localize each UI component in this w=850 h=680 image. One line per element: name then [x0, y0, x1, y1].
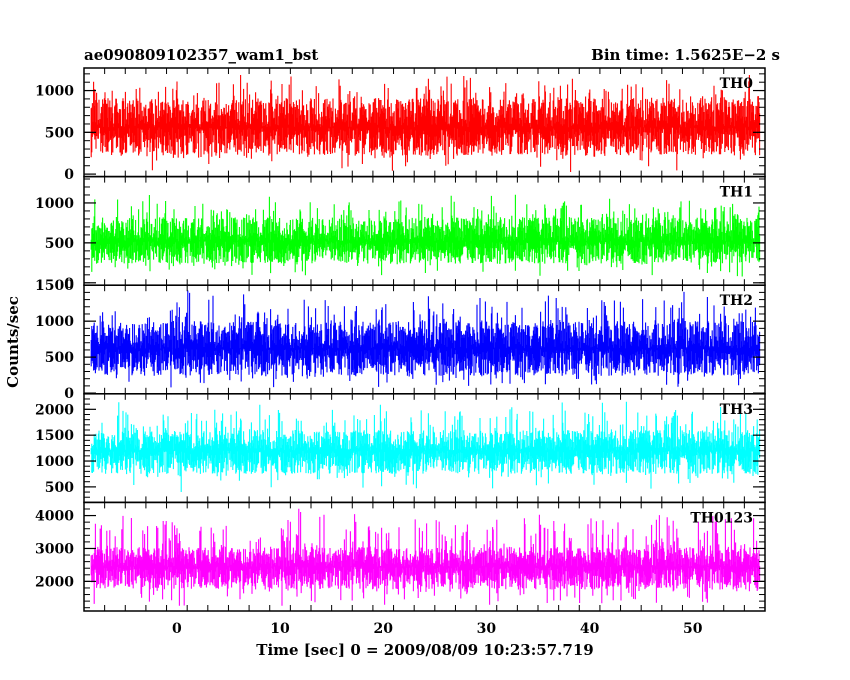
series-th0	[90, 75, 761, 172]
series-th3	[90, 401, 761, 492]
chart-title: ae090809102357_wam1_bst	[84, 46, 318, 64]
y-tick-label: 1000	[35, 314, 74, 330]
panels-group: TH005001000TH105001000TH2050010001500TH3…	[35, 67, 766, 637]
y-tick-label: 1000	[35, 454, 74, 470]
y-tick-label: 500	[45, 236, 74, 252]
y-tick-label: 0	[64, 276, 74, 292]
y-tick-label: 3000	[35, 541, 74, 557]
y-tick-label: 1000	[35, 84, 74, 100]
x-tick-label: 0	[172, 621, 182, 637]
series-th1	[90, 194, 761, 277]
panel-frame-th0123	[83, 501, 766, 612]
x-tick-label: 20	[373, 621, 393, 637]
y-tick-label: 500	[45, 350, 74, 366]
y-tick-label: 500	[45, 480, 74, 496]
y-tick-label: 1500	[35, 428, 74, 444]
x-tick-label: 50	[683, 621, 703, 637]
bin-time-label: Bin time: 1.5625E−2 s	[591, 46, 780, 64]
series-th2	[90, 290, 761, 388]
y-tick-label: 1000	[35, 196, 74, 212]
y-tick-label: 0	[64, 167, 74, 183]
panel-label-th3: TH3	[720, 402, 753, 418]
y-axis-label: Counts/sec	[4, 296, 22, 388]
y-tick-label: 2000	[35, 402, 74, 418]
panel-label-th0: TH0	[720, 76, 754, 92]
panel-label-th0123: TH0123	[690, 510, 753, 526]
panel-label-th1: TH1	[720, 185, 753, 201]
y-tick-label: 1500	[35, 278, 74, 294]
x-axis-label: Time [sec] 0 = 2009/08/09 10:23:57.719	[256, 641, 593, 659]
x-tick-label: 10	[270, 621, 290, 637]
x-tick-label: 40	[580, 621, 600, 637]
y-tick-label: 4000	[35, 509, 74, 525]
series-th0123	[90, 508, 761, 606]
panel-label-th2: TH2	[720, 293, 753, 309]
x-tick-label: 30	[477, 621, 497, 637]
y-tick-label: 500	[45, 125, 74, 141]
y-tick-label: 2000	[35, 574, 74, 590]
y-tick-label: 0	[64, 386, 74, 402]
